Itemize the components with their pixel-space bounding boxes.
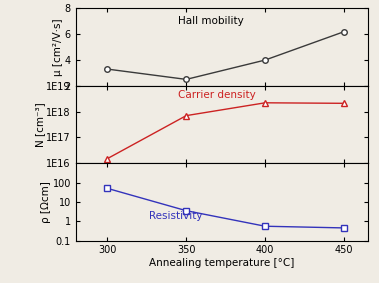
Y-axis label: μ [cm²/V·s]: μ [cm²/V·s] [53, 18, 63, 76]
Y-axis label: ρ [Ωcm]: ρ [Ωcm] [41, 181, 51, 223]
Y-axis label: N [cm⁻³]: N [cm⁻³] [35, 102, 45, 147]
Text: Carrier density: Carrier density [178, 90, 256, 100]
Text: Hall mobility: Hall mobility [178, 16, 244, 26]
Text: Resistivity: Resistivity [149, 211, 202, 221]
X-axis label: Annealing temperature [°C]: Annealing temperature [°C] [149, 258, 294, 268]
